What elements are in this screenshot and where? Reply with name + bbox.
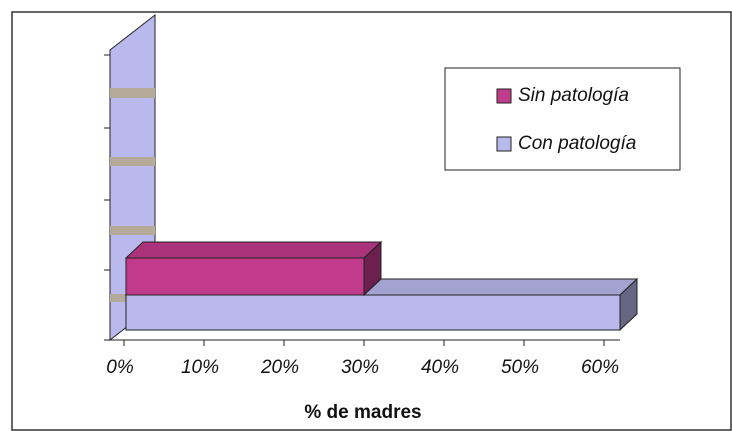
y-axis-ticks bbox=[104, 54, 110, 341]
x-tick-label: 40% bbox=[421, 357, 459, 378]
legend-swatch bbox=[496, 88, 512, 104]
bar-face bbox=[125, 257, 365, 296]
legend bbox=[444, 67, 681, 171]
x-tick-label: 30% bbox=[341, 357, 379, 378]
x-tick-label: 10% bbox=[181, 357, 219, 378]
legend-swatch bbox=[496, 136, 512, 152]
legend-label: Sin patología bbox=[518, 85, 629, 106]
x-tick-label: 50% bbox=[501, 357, 539, 378]
bar-face bbox=[125, 294, 621, 331]
x-tick-label: 20% bbox=[260, 357, 299, 378]
bar-face bbox=[124, 241, 383, 259]
x-tick-label: 0% bbox=[106, 357, 134, 378]
x-axis-label: % de madres bbox=[304, 402, 421, 423]
x-tick-label: 60% bbox=[581, 357, 619, 378]
legend-label: Con patología bbox=[518, 133, 636, 154]
bar bbox=[124, 240, 383, 297]
